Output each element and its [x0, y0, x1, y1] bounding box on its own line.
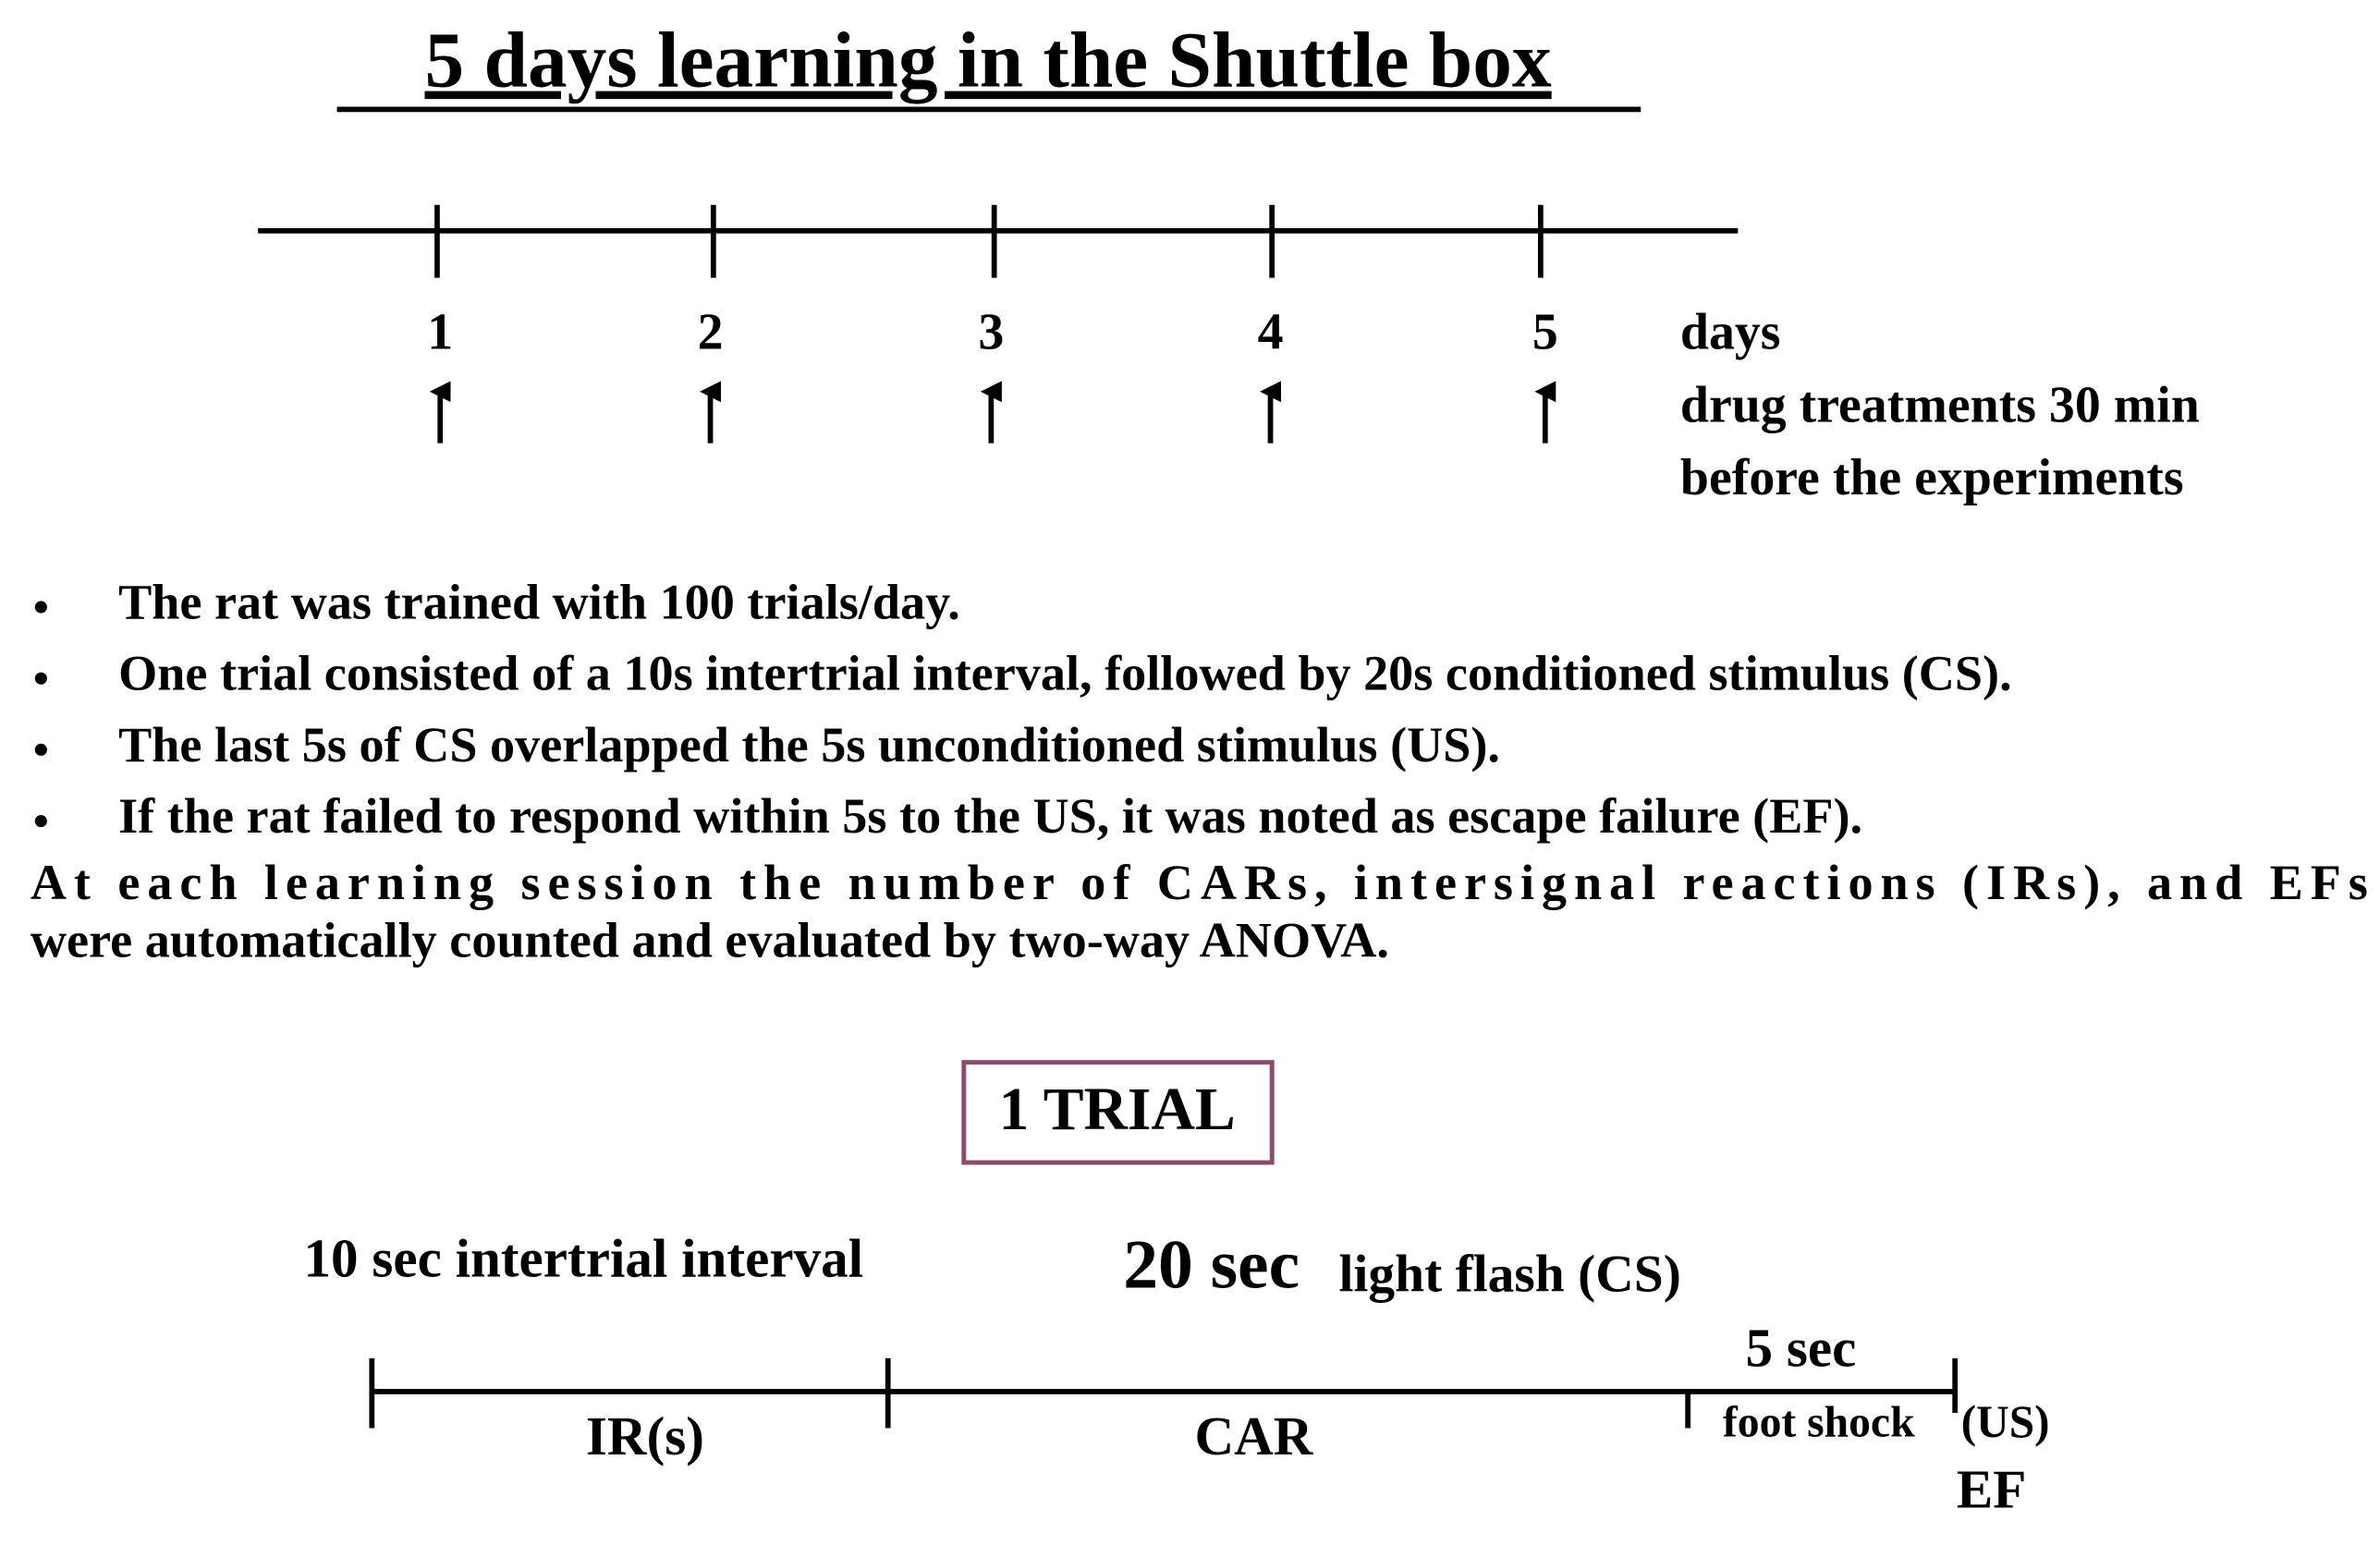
bullet-dot	[34, 672, 47, 685]
trial-box	[961, 1060, 1275, 1165]
day-label: 1	[427, 303, 453, 360]
paragraph-line: At each learning session the number of C…	[31, 855, 2368, 910]
segment-label: EF	[1957, 1458, 2027, 1519]
bullet-text: The last 5s of CS overlapped the 5s unco…	[118, 717, 1500, 772]
bullet-text: One trial consisted of a 10s intertrial …	[118, 646, 2012, 701]
bullet-dot	[34, 814, 47, 828]
paragraph-line: were automatically counted and evaluated…	[31, 913, 1389, 968]
segment-label: CAR	[1194, 1405, 1313, 1466]
us-duration: 5 sec	[1746, 1318, 1857, 1379]
segment-label: IR(s)	[586, 1405, 704, 1466]
cs-label: light flash (CS)	[1338, 1246, 1680, 1304]
day-label: 2	[698, 303, 724, 360]
us-label: foot shock	[1723, 1399, 1915, 1447]
day-label: 3	[978, 303, 1004, 360]
treatment-note: drug treatments 30 min	[1680, 376, 2200, 433]
treatment-note: before the experiments	[1680, 449, 2184, 506]
cs-duration: 20 sec	[1123, 1227, 1300, 1304]
title: 5 days learning in the Shuttle box	[424, 18, 1551, 104]
bullet-dot	[34, 601, 47, 614]
trial-box-label: 1 TRIAL	[999, 1076, 1236, 1143]
unit-label: days	[1680, 303, 1781, 360]
us-tag: (US)	[1961, 1396, 2050, 1447]
day-label: 5	[1532, 303, 1558, 360]
day-label: 4	[1258, 303, 1284, 360]
bullet-text: The rat was trained with 100 trials/day.	[118, 574, 960, 629]
interval-label: 10 sec intertrial interval	[303, 1228, 863, 1289]
bullet-text: If the rat failed to respond within 5s t…	[118, 788, 1862, 844]
bullet-dot	[34, 743, 47, 756]
